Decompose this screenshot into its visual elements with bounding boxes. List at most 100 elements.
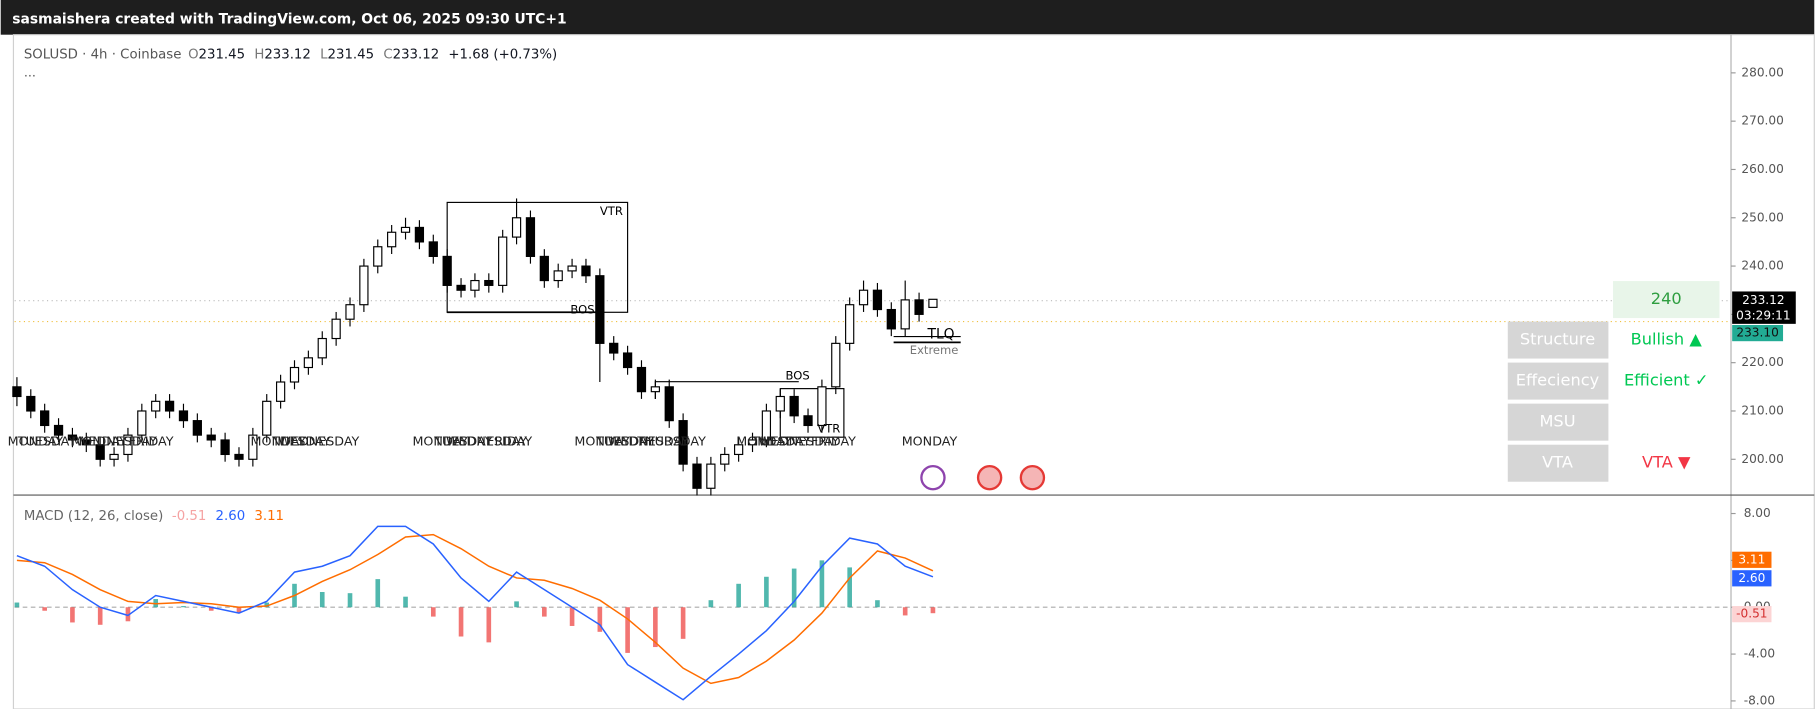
candle-body	[914, 299, 924, 315]
candle-body	[95, 444, 105, 460]
last-price: 233.12	[1742, 293, 1784, 307]
histogram-bar	[847, 567, 852, 608]
candle-body	[609, 342, 619, 354]
event-icon[interactable]	[1019, 464, 1046, 491]
histogram-bar	[708, 600, 714, 608]
candle-body	[428, 241, 438, 257]
price-badge	[1732, 325, 1784, 342]
macd-badge	[1732, 551, 1772, 568]
y-tick-label: 260.00	[1741, 162, 1783, 176]
candle-body	[886, 308, 896, 330]
histogram-bar	[902, 607, 908, 616]
table-value: Efficient ✓	[1624, 371, 1709, 390]
macd-line	[16, 525, 934, 701]
event-icon[interactable]	[976, 464, 1003, 491]
annotation: VTR	[817, 422, 840, 436]
histogram-bar	[403, 596, 408, 608]
candle-body	[123, 434, 133, 456]
weekday-label: TUESDAY	[595, 433, 654, 448]
histogram-bar	[736, 583, 741, 608]
ohlc-label: L	[320, 47, 328, 62]
candle-body	[470, 279, 480, 291]
histogram-bar	[319, 592, 325, 608]
histogram-bar	[930, 607, 936, 614]
weekday-label: MONDAY	[902, 433, 958, 448]
candle-body	[567, 265, 577, 272]
histogram-bar	[14, 602, 20, 608]
event-icon[interactable]	[920, 464, 946, 491]
ohlc-label: H	[254, 47, 264, 62]
signal-line	[16, 533, 934, 685]
histogram-bar	[236, 607, 242, 614]
weekday-label: MONDAY	[412, 433, 468, 448]
candle-body	[928, 298, 938, 308]
annotation: Extreme	[910, 343, 959, 357]
weekday-label: FRIDAY	[811, 433, 856, 448]
candle-body	[164, 400, 175, 412]
candle-body	[109, 453, 119, 460]
candle-body	[26, 395, 36, 412]
macd-badge-text: -0.51	[1736, 607, 1767, 621]
candle-body	[831, 342, 841, 388]
more: ···	[24, 68, 36, 83]
table-label: Structure	[1520, 330, 1595, 349]
candle-body	[12, 386, 22, 398]
candle-body	[650, 386, 660, 393]
histogram-bar	[597, 607, 603, 632]
weekday-label: TUESDAY	[17, 433, 76, 448]
candle-body	[400, 226, 411, 233]
weekday-label: TUESDAY	[271, 433, 330, 448]
table-cell	[1507, 444, 1609, 482]
candle-body	[331, 318, 341, 340]
top-bar	[0, 0, 1815, 35]
histogram-bar	[181, 606, 186, 608]
macd-badge	[1732, 606, 1772, 623]
annotation: BOS	[570, 302, 594, 316]
candle-body	[692, 463, 702, 489]
candle-body	[442, 255, 452, 286]
ohlc-value: 231.45	[328, 47, 375, 62]
y-tick-label: -4.00	[1744, 647, 1775, 661]
weekday-label: WEDNESDAY	[608, 433, 689, 448]
y-tick-label: 220.00	[1741, 355, 1783, 369]
weekday-label: WEDNESDAY	[278, 433, 359, 448]
level-text: 240	[1651, 289, 1682, 308]
histogram-bar	[514, 601, 519, 608]
macd-badge-text: 3.11	[1738, 552, 1765, 566]
candle-body	[456, 284, 466, 291]
candle-body	[511, 217, 522, 238]
table-cell	[1507, 362, 1609, 400]
weekday-label: FRIDAY	[487, 433, 532, 448]
candle-body	[775, 395, 785, 412]
histogram-bar	[97, 607, 103, 625]
attribution: sasmaishera created with TradingView.com…	[12, 12, 566, 28]
table-cell	[1507, 403, 1609, 441]
candle-body	[553, 270, 563, 282]
candle-body	[498, 236, 508, 286]
weekday-label: TUESDAY	[433, 433, 492, 448]
candle-body	[151, 400, 161, 412]
y-tick-label: 240.00	[1741, 259, 1783, 273]
candle-body	[900, 299, 910, 330]
histogram-bar	[875, 600, 880, 608]
candle-body	[40, 410, 50, 427]
histogram-bar	[791, 568, 797, 608]
candle-body	[220, 439, 230, 456]
macd-legend-value: -0.51	[172, 509, 206, 524]
candle-body	[706, 463, 716, 489]
candle-body	[289, 366, 300, 383]
histogram-bar	[458, 607, 464, 637]
weekday-label: MONDAY	[736, 433, 792, 448]
candle-body	[262, 400, 272, 436]
candle-body	[789, 395, 799, 417]
candle-body	[678, 420, 688, 465]
y-tick-label: 200.00	[1741, 452, 1783, 466]
histogram-bar	[125, 607, 131, 622]
candle-body	[747, 439, 758, 446]
candle-body	[373, 246, 383, 267]
weekday-label: MONDAY	[8, 433, 64, 448]
candle-body	[539, 255, 549, 282]
weekday-label: FRIDAY	[129, 433, 174, 448]
table-value: VTA ▼	[1642, 453, 1691, 472]
